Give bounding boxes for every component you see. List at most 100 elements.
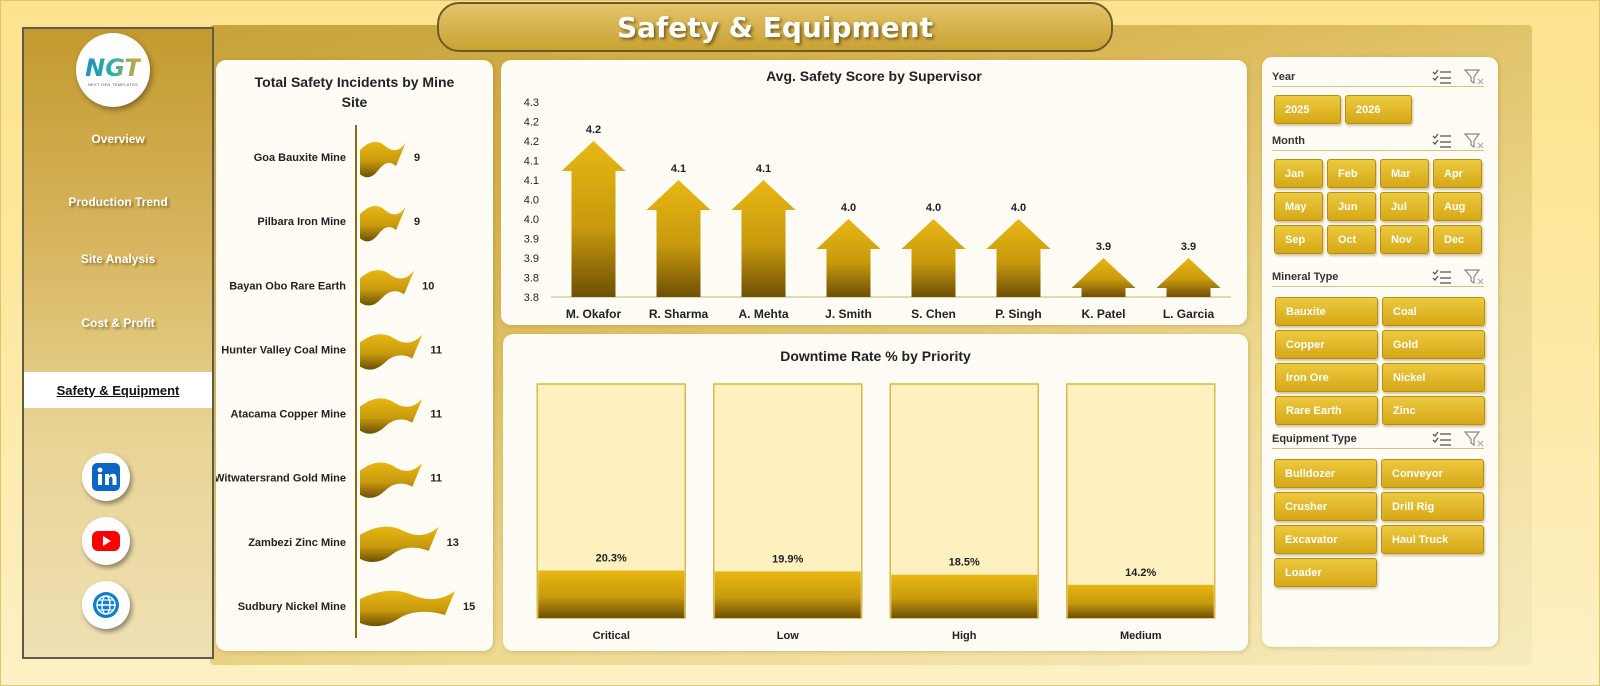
logo-subtext: NEXT GEN TEMPLATES [87, 81, 139, 87]
score-value-label: 3.9 [1096, 241, 1111, 253]
equipment-chip[interactable]: Drill Rig [1381, 492, 1484, 521]
score-y-tick-label: 3.9 [524, 234, 539, 246]
downtime-bar [1067, 584, 1214, 618]
score-y-tick-label: 3.9 [524, 253, 539, 265]
month-chip[interactable]: Mar [1380, 159, 1429, 188]
downtime-value-label: 18.5% [949, 557, 980, 569]
youtube-icon [92, 531, 120, 551]
score-y-tick-label: 4.3 [524, 97, 539, 109]
linkedin-button[interactable] [82, 453, 130, 501]
downtime-category-label: High [952, 630, 977, 642]
multi-select-icon[interactable] [1432, 269, 1452, 285]
score-value-label: 4.2 [586, 124, 601, 136]
score-value-label: 4.1 [671, 163, 686, 175]
score-y-tick-label: 4.0 [524, 195, 539, 207]
score-y-tick-label: 4.0 [524, 214, 539, 226]
incidents-bar [360, 398, 423, 434]
clear-filter-icon[interactable] [1464, 68, 1484, 85]
month-chip[interactable]: Jul [1380, 192, 1429, 221]
equipment-chip[interactable]: Excavator [1274, 525, 1377, 554]
downtime-bar [891, 574, 1038, 618]
month-chip[interactable]: Jan [1274, 159, 1323, 188]
title-banner: Safety & Equipment [437, 2, 1113, 52]
incidents-bar [360, 206, 406, 242]
incidents-category-label: Atacama Copper Mine [230, 409, 346, 421]
score-category-label: A. Mehta [738, 307, 788, 321]
month-chip[interactable]: Nov [1380, 225, 1429, 254]
downtime-value-label: 20.3% [596, 552, 627, 564]
score-bar [1156, 258, 1221, 297]
website-button[interactable] [82, 581, 130, 629]
incidents-value-label: 9 [414, 216, 420, 228]
downtime-chart: 20.3% Critical 19.9% Low 18.5% High 14.2% Mediu… [536, 383, 1216, 642]
sidebar-item-site-analysis[interactable]: Site Analysis [80, 252, 156, 266]
incidents-chart-title: Total Safety Incidents by Mine Site [254, 74, 455, 110]
month-chip[interactable]: Feb [1327, 159, 1376, 188]
youtube-button[interactable] [82, 517, 130, 565]
month-slicer-header: Month [1272, 131, 1484, 151]
globe-icon [93, 592, 119, 618]
month-chip[interactable]: Oct [1327, 225, 1376, 254]
sidebar: NGT NEXT GEN TEMPLATES Overview Producti… [22, 27, 214, 659]
score-y-tick-label: 4.2 [524, 136, 539, 148]
score-bar [1071, 258, 1136, 297]
incidents-value-label: 11 [430, 344, 442, 356]
mineral-chip[interactable]: Bauxite [1275, 297, 1378, 326]
mineral-chip[interactable]: Nickel [1382, 363, 1485, 392]
incidents-bar [360, 526, 439, 563]
month-chip[interactable]: Sep [1274, 225, 1323, 254]
incidents-category-label: Sudbury Nickel Mine [238, 601, 346, 613]
sidebar-item-safety-equipment[interactable]: Safety & Equipment [24, 372, 212, 408]
page-title: Safety & Equipment [616, 10, 933, 44]
sidebar-item-production-trend[interactable]: Production Trend [68, 195, 168, 209]
year-chip[interactable]: 2025 [1274, 95, 1341, 124]
sidebar-item-overview[interactable]: Overview [91, 132, 145, 146]
equipment-chip[interactable]: Loader [1274, 558, 1377, 587]
score-category-label: P. Singh [995, 307, 1041, 321]
incidents-bar [360, 590, 455, 627]
logo-text: NGT [85, 53, 141, 82]
mineral-chip[interactable]: Coal [1382, 297, 1485, 326]
sidebar-item-cost-profit[interactable]: Cost & Profit [81, 316, 155, 330]
month-chip[interactable]: Jun [1327, 192, 1376, 221]
equipment-slicer-label: Equipment Type [1272, 432, 1357, 445]
downtime-category-label: Low [777, 630, 799, 642]
month-chip[interactable]: Apr [1433, 159, 1482, 188]
safety-score-panel: Avg. Safety Score by Supervisor 3.8 3.8 3.… [501, 60, 1247, 325]
score-category-label: S. Chen [911, 307, 956, 321]
safety-score-chart: 3.8 3.8 3.9 3.9 4.0 4.0 4.1 4.1 4.2 4.2 4.3 4.2 M. O… [524, 97, 1231, 321]
incidents-value-label: 9 [414, 152, 420, 164]
downtime-category-label: Medium [1120, 630, 1162, 642]
clear-filter-icon[interactable] [1464, 430, 1484, 447]
equipment-chip[interactable]: Conveyor [1381, 459, 1484, 488]
equipment-chip[interactable]: Crusher [1274, 492, 1377, 521]
mineral-chip[interactable]: Copper [1275, 330, 1378, 359]
month-chip[interactable]: May [1274, 192, 1323, 221]
mineral-chip[interactable]: Rare Earth [1275, 396, 1378, 425]
mineral-chip[interactable]: Gold [1382, 330, 1485, 359]
downtime-chart-title: Downtime Rate % by Priority [780, 348, 971, 364]
equipment-chip[interactable]: Haul Truck [1381, 525, 1484, 554]
month-chip[interactable]: Aug [1433, 192, 1482, 221]
year-chip[interactable]: 2026 [1345, 95, 1412, 124]
equipment-slicer-header: Equipment Type [1272, 429, 1484, 449]
downtime-value-label: 14.2% [1125, 567, 1156, 579]
multi-select-icon[interactable] [1432, 431, 1452, 447]
incidents-category-label: Pilbara Iron Mine [257, 216, 346, 228]
equipment-chip[interactable]: Bulldozer [1274, 459, 1377, 488]
mineral-chip[interactable]: Iron Ore [1275, 363, 1378, 392]
clear-filter-icon[interactable] [1464, 268, 1484, 285]
incidents-value-label: 10 [422, 280, 434, 292]
multi-select-icon[interactable] [1432, 69, 1452, 85]
clear-filter-icon[interactable] [1464, 132, 1484, 149]
month-chip[interactable]: Dec [1433, 225, 1482, 254]
brand-logo[interactable]: NGT NEXT GEN TEMPLATES [76, 33, 150, 107]
multi-select-icon[interactable] [1432, 133, 1452, 149]
incidents-category-label: Zambezi Zinc Mine [248, 537, 346, 549]
filter-panel: Year 2025 2026 Month Jan Feb Mar Apr May Jun Ju… [1262, 57, 1498, 647]
score-bar [646, 180, 711, 297]
score-category-label: R. Sharma [649, 307, 709, 321]
downtime-track [1066, 383, 1216, 619]
score-y-tick-label: 4.2 [524, 117, 539, 129]
mineral-chip[interactable]: Zinc [1382, 396, 1485, 425]
